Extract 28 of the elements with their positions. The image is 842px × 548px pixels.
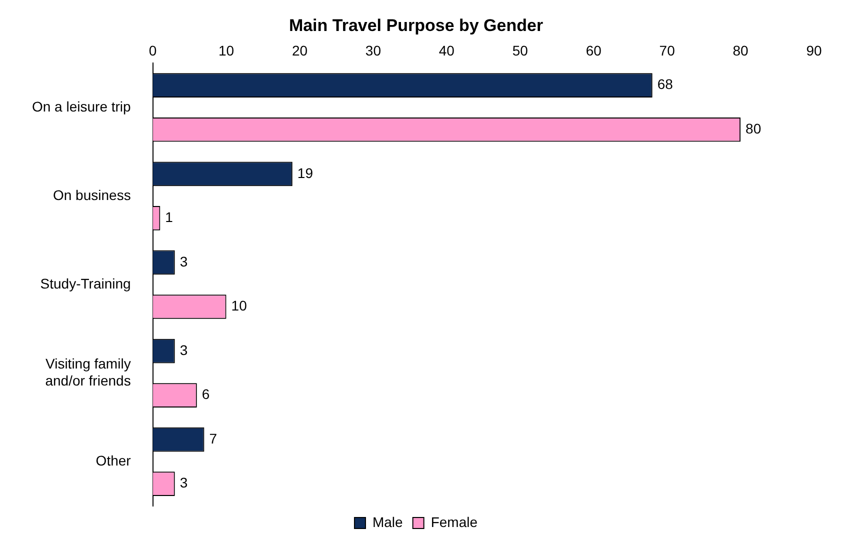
data-label: 1 xyxy=(165,209,174,226)
x-tick-label: 50 xyxy=(512,42,528,59)
data-label: 3 xyxy=(180,253,188,270)
y-tick-label: Other xyxy=(96,452,132,469)
data-label: 3 xyxy=(180,474,188,491)
y-tick-label: On a leisure trip xyxy=(32,98,132,114)
data-label: 10 xyxy=(231,298,248,314)
legend-label: Male xyxy=(372,514,404,530)
chart-title: Main Travel Purpose by Gender xyxy=(288,16,544,35)
y-tick-label: Study-Training xyxy=(40,275,131,292)
x-tick-label: 0 xyxy=(148,42,157,59)
data-label: 3 xyxy=(180,342,188,358)
data-label: 6 xyxy=(202,386,210,402)
x-tick-label: 80 xyxy=(732,42,749,59)
x-tick-label: 30 xyxy=(365,42,382,59)
x-tick-label: 40 xyxy=(438,42,455,59)
data-label: 80 xyxy=(746,120,762,136)
data-label: 7 xyxy=(209,430,218,446)
data-label: 68 xyxy=(657,76,674,92)
x-tick-label: 90 xyxy=(806,42,822,59)
x-tick-label: 10 xyxy=(218,42,234,59)
data-label: 19 xyxy=(297,164,314,181)
x-tick-label: 20 xyxy=(292,42,308,59)
legend-label: Female xyxy=(430,514,478,530)
y-tick-label: Visiting family and/or friends xyxy=(45,356,131,388)
x-tick-label: 60 xyxy=(586,42,602,59)
y-tick-label: On business xyxy=(52,186,131,203)
x-tick-label: 70 xyxy=(659,42,676,59)
